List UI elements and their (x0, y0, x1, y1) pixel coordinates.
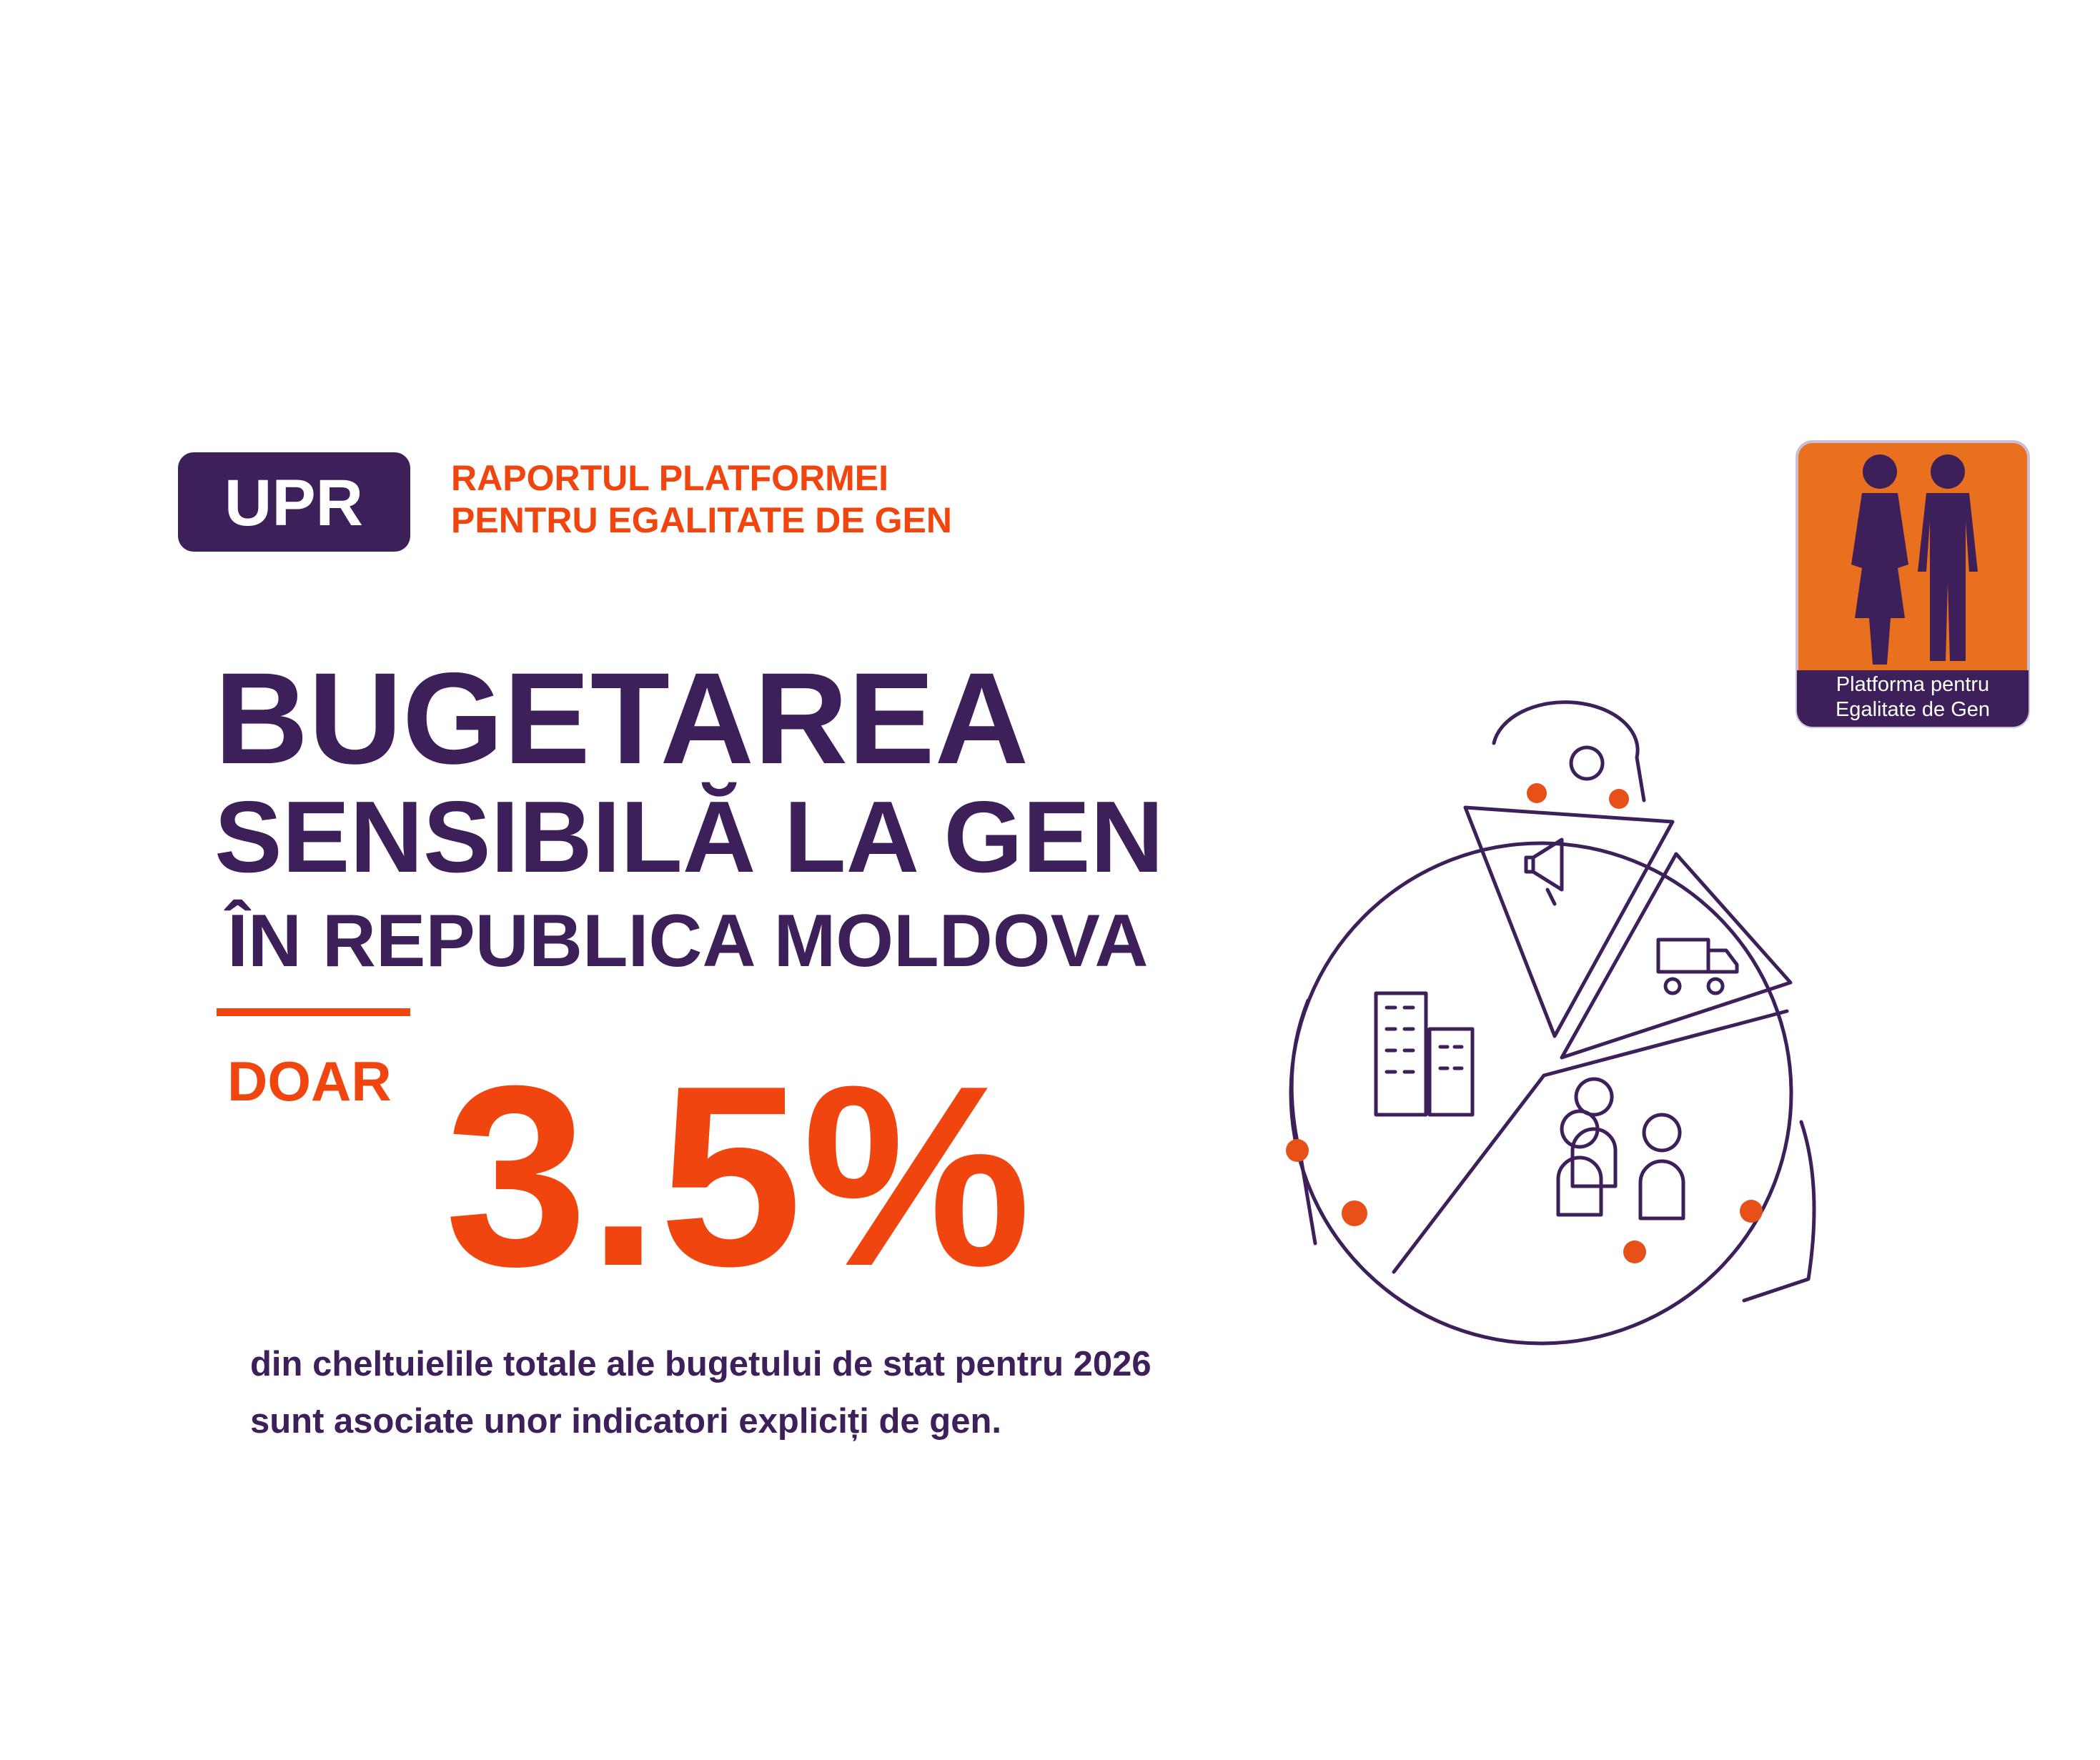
buildings (1374, 991, 1475, 1117)
description: sunt asociate unor indicatori expliciți … (250, 1402, 1001, 1441)
slice-lines (1392, 1009, 1789, 1274)
highlight-figure: 3.5% (445, 1033, 1031, 1320)
slice (1463, 805, 1675, 1038)
report-title: RAPORTUL PLATFORMEI (451, 458, 888, 498)
logo-figures (1851, 454, 1978, 665)
title: SENSIBILĂ LA GEN (214, 780, 1164, 894)
figure-top (1492, 700, 1646, 802)
slice (1560, 852, 1793, 1060)
divider (217, 1008, 410, 1016)
description: din cheltuielile totale ale bugetului de… (250, 1345, 1151, 1383)
logo-text: Platforma pentru (1836, 673, 1989, 696)
hands (1286, 783, 1763, 1263)
title: BUGETAREA (214, 645, 1029, 791)
megaphone (1524, 837, 1564, 906)
badge: UPR (224, 467, 363, 540)
logo-band (1797, 670, 2029, 727)
illustration (1286, 700, 1816, 1346)
logo: Platforma pentru Egalitate de Gen (1796, 440, 2030, 728)
badge-box (178, 452, 410, 552)
report-title: PENTRU EGALITATE DE GEN (451, 500, 952, 540)
logo-text: Egalitate de Gen (1836, 698, 1990, 721)
highlight-prefix: DOAR (227, 1050, 392, 1113)
truck (1656, 938, 1739, 995)
title: ÎN REPUBLICA MOLDOVA (224, 900, 1148, 983)
people-icon (1556, 1077, 1685, 1220)
